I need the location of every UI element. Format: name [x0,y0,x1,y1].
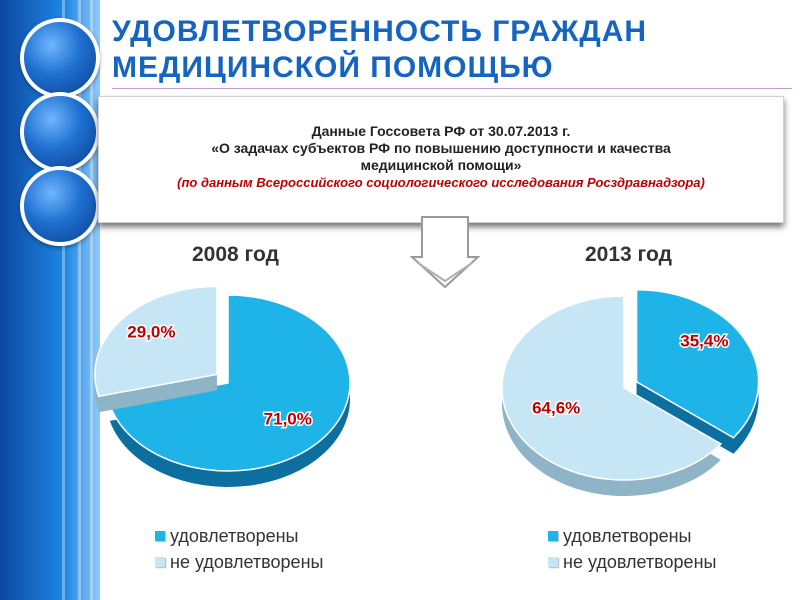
sidebar-stripe [78,0,81,600]
chart-2013-title: 2013 год [585,243,672,266]
source-callout: Данные Госсовета РФ от 30.07.2013 г. «О … [98,96,784,223]
pie-slice-label: 29,0% [127,323,175,342]
chart-2008-title: 2008 год [192,243,279,266]
source-note: (по данным Всероссийского социологическо… [177,175,705,190]
source-line-3: медицинской помощи» [360,157,522,173]
pie-slice [94,285,218,398]
legend-item-not-satisfied: не удовлетворены [548,549,716,575]
legend-item-not-satisfied: не удовлетворены [155,549,323,575]
title-line-1: УДОВЛЕТВОРЕННОСТЬ ГРАЖДАН [112,15,648,48]
legend-swatch-satisfied [548,531,558,541]
pie-slice-label: 64,6% [532,398,580,417]
decor-circle-icon [20,92,100,172]
pie-slice [501,295,723,481]
source-line-2: «О задачах субъектов РФ по повышению дос… [211,140,671,156]
source-text: Данные Госсовета РФ от 30.07.2013 г. «О … [99,123,783,191]
title-divider [112,88,792,89]
legend-2008: удовлетворены не удовлетворены [155,523,323,575]
legend-swatch-satisfied [155,531,165,541]
source-line-1: Данные Госсовета РФ от 30.07.2013 г. [311,123,571,139]
pie-slice [635,289,760,439]
slide-title: УДОВЛЕТВОРЕННОСТЬ ГРАЖДАН МЕДИЦИНСКОЙ ПО… [112,14,647,86]
sidebar-stripe [90,0,93,600]
sidebar-stripe [62,0,65,600]
legend-label-not-satisfied: не удовлетворены [563,551,717,572]
legend-item-satisfied: удовлетворены [548,523,716,549]
legend-item-satisfied: удовлетворены [155,523,323,549]
down-arrow-icon [410,216,480,289]
legend-label-satisfied: удовлетворены [563,525,692,546]
legend-swatch-not-satisfied [155,557,165,567]
title-line-2: МЕДИЦИНСКОЙ ПОМОЩЬЮ [112,51,554,84]
legend-2013: удовлетворены не удовлетворены [548,523,716,575]
legend-label-not-satisfied: не удовлетворены [170,551,324,572]
legend-label-satisfied: удовлетворены [170,525,299,546]
decor-circle-icon [20,18,100,98]
pie-slice [108,294,351,472]
legend-swatch-not-satisfied [548,557,558,567]
pie-slice-label: 35,4% [680,332,728,351]
pie-slice-label: 71,0% [264,409,312,428]
